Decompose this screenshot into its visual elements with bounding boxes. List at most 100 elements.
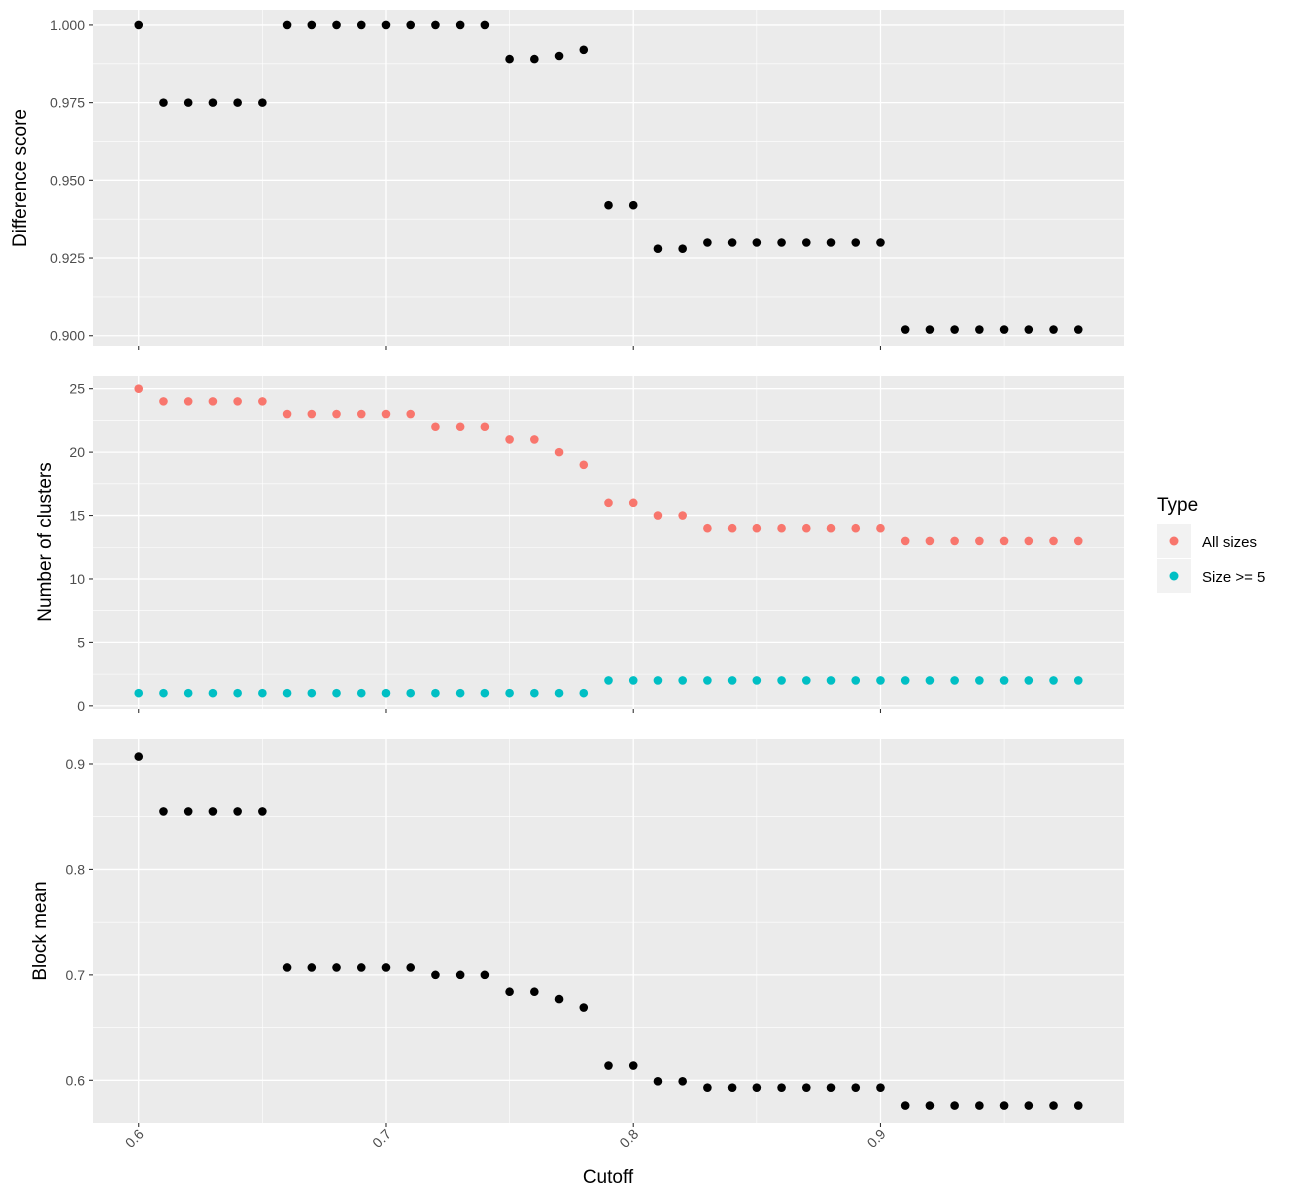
data-point: [208, 397, 218, 406]
data-point: [678, 511, 687, 520]
y-tick-label: 0.6: [66, 1072, 86, 1088]
data-point: [554, 688, 564, 698]
data-point: [752, 1083, 762, 1092]
data-point: [579, 1003, 589, 1012]
data-point: [381, 688, 391, 698]
data-point: [950, 676, 959, 685]
y-tick-label: 0.950: [50, 172, 85, 188]
data-point: [950, 1101, 959, 1110]
data-point: [975, 536, 984, 546]
data-point: [258, 397, 267, 406]
data-point: [826, 523, 836, 533]
panel-2-y-axis-title: Number of clusters: [35, 462, 56, 621]
data-point: [431, 422, 440, 432]
data-point: [579, 45, 589, 55]
legend: Type All sizes Size >= 5: [1157, 495, 1265, 593]
data-point: [876, 523, 885, 533]
data-point: [455, 970, 465, 980]
data-point: [826, 1083, 836, 1092]
data-point: [653, 676, 663, 685]
data-point: [826, 238, 836, 247]
data-point: [183, 807, 193, 816]
legend-title: Type: [1157, 495, 1198, 516]
data-point: [999, 325, 1009, 334]
legend-key-all-sizes: [1169, 536, 1179, 546]
y-tick-label: 10: [69, 571, 85, 587]
data-point: [134, 752, 144, 761]
data-point: [801, 1083, 811, 1092]
grid-layer: [93, 10, 1124, 1123]
data-point: [703, 238, 712, 247]
data-point: [356, 409, 366, 419]
y-tick-label: 0.9: [66, 756, 86, 772]
data-point: [826, 676, 836, 685]
y-tick-label: 0: [77, 698, 85, 714]
data-point: [925, 676, 935, 685]
data-point: [530, 987, 539, 997]
data-point: [1049, 536, 1058, 546]
data-point: [554, 51, 564, 61]
data-point: [258, 98, 267, 107]
data-point: [406, 20, 416, 30]
data-point: [381, 20, 391, 30]
data-point: [900, 676, 910, 685]
data-point: [431, 970, 440, 980]
data-point: [530, 688, 539, 698]
legend-label-size-5: Size >= 5: [1202, 569, 1265, 586]
data-point: [332, 409, 341, 419]
point-layer: [134, 20, 1083, 1110]
data-point: [183, 688, 193, 698]
panel-1-background: [93, 10, 1124, 346]
data-point: [455, 422, 465, 432]
data-point: [1024, 536, 1034, 546]
data-point: [233, 807, 242, 816]
data-point: [208, 807, 218, 816]
x-axis-title: Cutoff: [583, 1167, 634, 1188]
x-tick-label: 0.9: [864, 1126, 889, 1151]
data-point: [233, 397, 242, 406]
data-point: [851, 238, 861, 247]
y-tick-label: 0.925: [50, 250, 85, 266]
data-point: [307, 409, 317, 419]
data-point: [653, 511, 663, 520]
data-point: [1049, 325, 1058, 334]
data-point: [1049, 1101, 1058, 1110]
panel-1-y-axis-title: Difference score: [10, 109, 31, 247]
y-tick-label: 5: [77, 634, 85, 650]
data-point: [975, 325, 984, 334]
data-point: [579, 688, 589, 698]
data-point: [1073, 325, 1083, 334]
data-point: [752, 676, 762, 685]
data-point: [332, 688, 341, 698]
data-point: [999, 536, 1009, 546]
x-tick-label: 0.8: [616, 1126, 641, 1151]
data-point: [282, 409, 292, 419]
data-point: [1024, 1101, 1034, 1110]
data-point: [134, 688, 144, 698]
data-point: [356, 688, 366, 698]
data-point: [480, 970, 490, 980]
data-point: [1073, 1101, 1083, 1110]
panel-2-background: [93, 376, 1124, 709]
data-point: [604, 676, 613, 685]
data-point: [1049, 676, 1058, 685]
data-point: [653, 1077, 663, 1086]
data-point: [703, 1083, 712, 1092]
data-point: [134, 20, 144, 30]
data-point: [233, 98, 242, 107]
data-point: [134, 384, 144, 393]
data-point: [900, 325, 910, 334]
data-point: [332, 20, 341, 30]
data-point: [356, 963, 366, 972]
data-point: [727, 238, 737, 247]
data-point: [950, 325, 959, 334]
data-point: [530, 54, 539, 64]
y-tick-label: 15: [69, 508, 85, 524]
data-point: [282, 688, 292, 698]
data-point: [604, 1061, 613, 1070]
data-point: [801, 676, 811, 685]
data-point: [653, 244, 663, 254]
data-point: [678, 1077, 687, 1086]
y-tick-label: 0.7: [66, 967, 86, 983]
